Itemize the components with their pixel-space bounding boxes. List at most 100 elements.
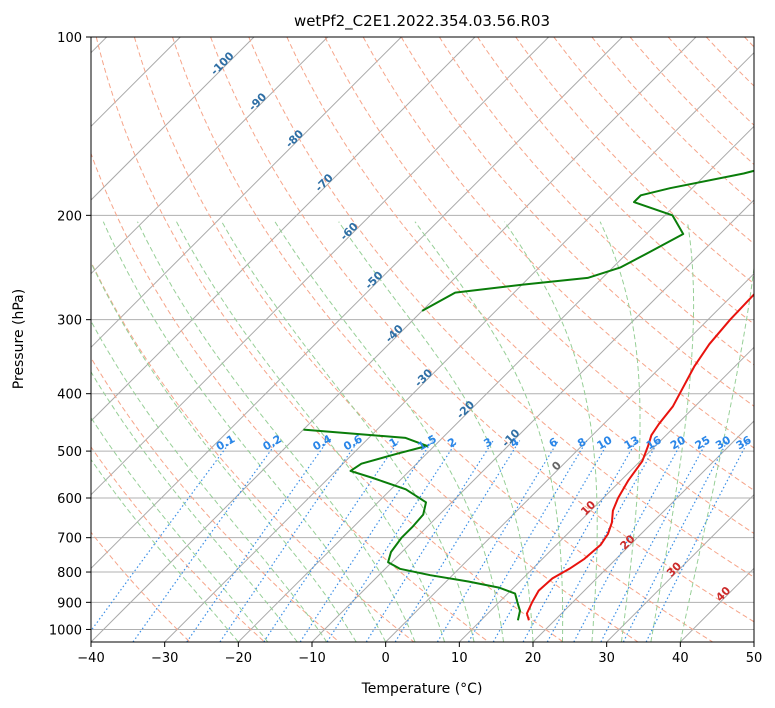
mixing-ratio-line	[522, 440, 638, 642]
mixing-ratio-label: 25	[693, 433, 713, 452]
dry-adiabat-line	[133, 37, 639, 642]
y-axis: 100 200 300 400 500 600 700 800 900 1000	[49, 31, 91, 638]
mixing-ratio-label: 8	[575, 435, 588, 450]
mixing-ratio-label: 3	[481, 435, 494, 450]
mixing-ratio-line	[645, 440, 749, 642]
y-tick-label: 1000	[49, 623, 82, 638]
mixing-ratio-label: 2	[445, 435, 458, 450]
isotherm-line	[91, 37, 402, 349]
x-axis: −40 −30 −20 −10 0 10 20 30 40 50	[77, 642, 762, 666]
moist-adiabat-line	[91, 416, 269, 642]
x-tick-label: −40	[77, 651, 104, 666]
isotherm-line	[532, 420, 754, 642]
mixing-ratio-line	[132, 440, 279, 642]
mixing-ratio-line	[546, 440, 660, 642]
dry-adiabat-line	[91, 446, 265, 642]
isotherm-line	[91, 37, 329, 275]
isotherm-label: -80	[283, 127, 306, 150]
line-labels: 0.1 0.2 0.4 0.6 1 1.5 2 3 4 6 8 10 13 16 20 25 30 36-100-…	[208, 49, 754, 604]
x-tick-label: 10	[451, 651, 468, 666]
plot-frame	[90, 36, 755, 643]
isotherm-label: -60	[338, 220, 361, 243]
mixing-ratio-label: 0.1	[214, 432, 237, 453]
isotherm-label: -100	[208, 49, 237, 78]
mixing-ratio-label: 36	[734, 433, 754, 452]
mixing-ratio-label: 1.5	[415, 432, 438, 453]
dry-adiabat-label: 10	[578, 498, 598, 518]
mixing-ratio-label: 10	[595, 433, 615, 452]
background-lines	[91, 37, 754, 642]
dry-adiabat-line	[705, 37, 754, 87]
isotherm-label: -50	[362, 269, 385, 292]
y-tick-label: 500	[57, 445, 82, 460]
moist-adiabat-line	[414, 221, 564, 642]
dry-adiabat-line	[400, 37, 754, 407]
dry-adiabat-line	[210, 37, 754, 623]
dry-adiabat-label: 30	[664, 559, 684, 579]
chart-title: wetPf2_C2E1.2022.354.03.56.R03	[294, 12, 550, 31]
y-tick-label: 700	[57, 532, 82, 547]
isotherm-line	[237, 125, 754, 642]
x-tick-label: −20	[225, 651, 252, 666]
isotherm-line	[679, 567, 754, 642]
dry-adiabat-line	[286, 37, 754, 535]
x-tick-label: 40	[672, 651, 689, 666]
dry-adiabat-label: 40	[713, 584, 733, 604]
moist-adiabat-line	[91, 458, 239, 642]
isotherm-line	[753, 641, 754, 642]
moist-adiabat-line	[599, 221, 641, 642]
isotherm-line	[91, 37, 697, 642]
dry-adiabat-line	[172, 37, 713, 642]
moist-adiabat-line	[504, 221, 598, 642]
moist-adiabat-line	[102, 221, 387, 642]
isotherm-line	[91, 37, 476, 422]
dry-adiabat-line	[515, 37, 754, 285]
dry-adiabat-line	[591, 37, 754, 205]
dewpoint_upper-profile-line	[421, 169, 754, 312]
mixing-ratio-line	[263, 440, 400, 642]
moist-adiabat-line	[176, 221, 446, 642]
moist-adiabat-line	[91, 370, 298, 642]
isotherm-line	[606, 493, 754, 642]
moist-adiabat-line	[91, 320, 328, 642]
y-tick-label: 800	[57, 566, 82, 581]
mixing-ratio-label: 0.2	[261, 432, 284, 453]
dry-adiabat-line	[95, 37, 564, 642]
mixing-ratio-line	[186, 440, 329, 642]
dewpoint-profile-line	[303, 428, 521, 621]
isotherm-line	[385, 272, 754, 642]
mixing-ratio-label: 0.4	[311, 432, 335, 453]
moist-adiabat-line	[221, 221, 475, 642]
isotherm-label: -20	[454, 398, 477, 421]
moist-adiabat-line	[91, 261, 357, 642]
dry-adiabat-line	[438, 37, 754, 366]
isotherm-line	[458, 346, 754, 642]
x-tick-label: 50	[746, 651, 763, 666]
dry-adiabat-label: 20	[618, 532, 638, 552]
dry-adiabat-line	[91, 152, 489, 642]
temperature-profile-line	[525, 292, 754, 621]
mixing-ratio-label: 30	[713, 433, 733, 452]
y-tick-label: 400	[57, 388, 82, 403]
y-tick-label: 200	[57, 209, 82, 224]
profile-lines	[303, 169, 754, 621]
mixing-ratio-line	[326, 440, 458, 642]
dry-adiabat-line	[248, 37, 754, 578]
isotherm-line	[91, 37, 181, 128]
y-tick-label: 600	[57, 492, 82, 507]
mixing-ratio-line	[600, 440, 708, 642]
dry-adiabat-line	[553, 37, 754, 245]
moist-adiabat-line	[137, 221, 416, 642]
mixing-ratio-line	[91, 440, 232, 632]
y-tick-label: 100	[57, 31, 82, 46]
mixing-ratio-line	[492, 440, 610, 642]
isotherm-label: -30	[412, 366, 435, 389]
moist-adiabat-line	[338, 221, 534, 642]
moist-adiabat-line	[650, 221, 695, 642]
y-tick-label: 300	[57, 314, 82, 329]
x-tick-label: 30	[598, 651, 615, 666]
isotherm-line	[311, 199, 754, 642]
dry-adiabat-line	[91, 356, 340, 642]
mixing-ratio-label: 20	[668, 433, 688, 452]
